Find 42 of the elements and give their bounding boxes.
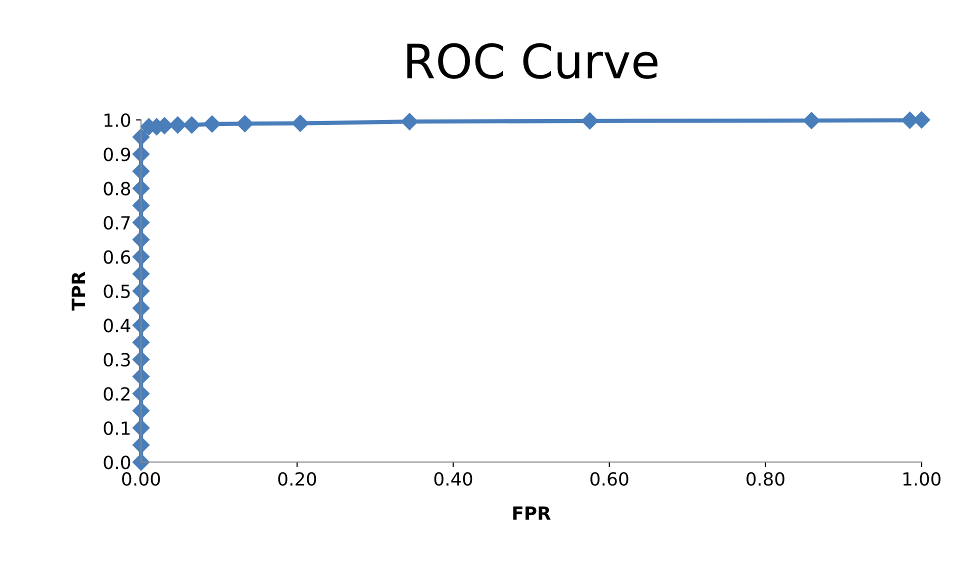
y-tick-label: 0.5 (104, 284, 130, 298)
point (132, 282, 150, 300)
point (132, 385, 150, 402)
y-tick-label: 0.4 (104, 318, 130, 332)
y-tick-label: 0.8 (104, 182, 130, 196)
point (132, 402, 150, 420)
point (581, 112, 598, 130)
x-tick-label: 0.40 (434, 472, 472, 486)
chart-title: ROC Curve (407, 43, 658, 79)
x-tick-label: 1.00 (903, 472, 940, 486)
point (802, 112, 820, 130)
point (169, 116, 186, 134)
point (132, 214, 150, 232)
y-tick-label: 0.7 (104, 216, 130, 230)
x-tick-label: 0.60 (590, 472, 628, 486)
point (132, 419, 150, 436)
x-tick-label: 0.80 (746, 472, 784, 486)
point (132, 350, 150, 368)
x-axis-title: FPR (513, 506, 551, 520)
y-tick-label: 0.2 (104, 387, 130, 401)
y-tick-label: 1.0 (104, 113, 130, 128)
y-tick-label: 0.6 (104, 250, 130, 264)
point (132, 146, 150, 163)
point (132, 334, 150, 351)
y-tick-label: 0.3 (104, 352, 130, 367)
x-tick-label: 0.00 (122, 472, 160, 486)
point (132, 454, 150, 471)
point (132, 248, 150, 266)
x-tick-label: 0.20 (278, 472, 316, 486)
point (183, 116, 200, 134)
point (292, 114, 309, 132)
point (132, 180, 150, 197)
point (132, 316, 150, 334)
y-tick-label: 0.0 (104, 456, 130, 470)
y-tick-label: 0.9 (104, 148, 130, 162)
point (132, 231, 150, 248)
point (400, 113, 418, 130)
point (132, 162, 150, 180)
point (236, 115, 254, 132)
y-tick-label: 0.1 (104, 421, 130, 436)
y-axis-title: TPR (72, 272, 85, 311)
point (204, 115, 221, 133)
